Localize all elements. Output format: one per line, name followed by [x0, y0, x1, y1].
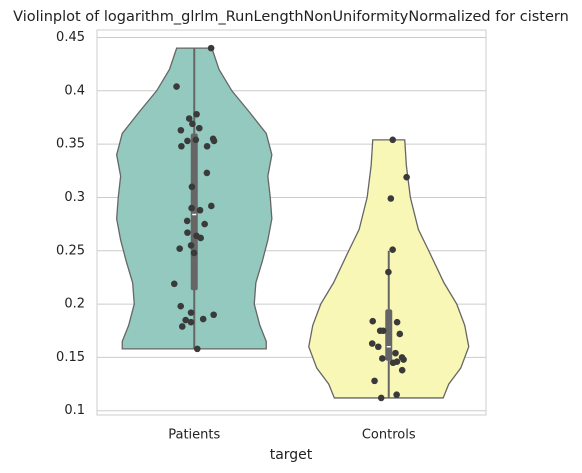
strip-point: [389, 246, 396, 253]
strip-point: [185, 115, 193, 122]
strip-point: [201, 220, 208, 228]
y-tick-label: 0.3: [64, 190, 85, 205]
strip-point: [385, 268, 392, 276]
strip-point: [193, 110, 200, 118]
strip-point: [210, 311, 217, 319]
strip-point: [176, 245, 183, 252]
strip-point: [389, 136, 397, 144]
strip-point: [184, 137, 191, 145]
strip-point: [173, 83, 180, 90]
strip-point: [396, 330, 404, 338]
strip-point: [371, 377, 378, 385]
y-tick-label: 0.25: [56, 243, 85, 258]
strip-point: [187, 318, 195, 326]
strip-point: [195, 124, 203, 132]
strip-point: [369, 317, 377, 325]
strip-point: [193, 345, 201, 353]
strip-point: [177, 126, 185, 134]
y-tick-label: 0.1: [64, 403, 85, 418]
y-tick-label: 0.35: [56, 137, 85, 152]
strip-point: [177, 302, 185, 310]
strip-point: [170, 280, 178, 288]
strip-point: [183, 217, 191, 225]
strip-point: [368, 340, 376, 347]
strip-point: [197, 234, 204, 242]
strip-point: [199, 315, 207, 323]
strip-point: [393, 391, 400, 399]
y-tick-label: 0.4: [64, 83, 85, 98]
strip-point: [203, 169, 211, 177]
strip-point: [389, 359, 397, 367]
strip-point: [178, 142, 185, 150]
strip-point: [379, 327, 387, 335]
strip-point: [190, 249, 198, 257]
x-tick-label: Controls: [362, 428, 416, 443]
y-tick-label: 0.2: [64, 297, 85, 312]
strip-point: [400, 356, 407, 363]
strip-point: [188, 204, 195, 212]
strip-point: [387, 195, 395, 202]
box-iqr: [385, 309, 393, 361]
y-tick-label: 0.45: [56, 30, 85, 45]
box-iqr: [190, 133, 198, 291]
strip-point: [187, 242, 195, 249]
strip-point: [203, 142, 211, 150]
strip-point: [196, 206, 204, 214]
strip-point: [378, 355, 386, 362]
chart-title: Violinplot of logarithm_glrlm_RunLengthN…: [13, 9, 569, 25]
strip-point: [182, 316, 189, 324]
x-axis-label: target: [270, 447, 313, 463]
strip-point: [189, 120, 196, 128]
strip-point: [377, 394, 385, 402]
strip-point: [184, 229, 191, 236]
strip-point: [393, 318, 401, 326]
strip-point: [178, 323, 186, 330]
strip-point: [210, 137, 218, 145]
strip-point: [187, 309, 195, 316]
y-tick-label: 0.15: [56, 350, 85, 365]
strip-point: [398, 366, 406, 374]
strip-point: [207, 44, 215, 52]
x-tick-label: Patients: [168, 428, 220, 443]
strip-point: [208, 202, 215, 210]
strip-point: [188, 183, 196, 191]
strip-point: [374, 343, 382, 351]
strip-point: [392, 349, 399, 357]
strip-point: [403, 173, 410, 181]
strip-point: [192, 136, 200, 144]
